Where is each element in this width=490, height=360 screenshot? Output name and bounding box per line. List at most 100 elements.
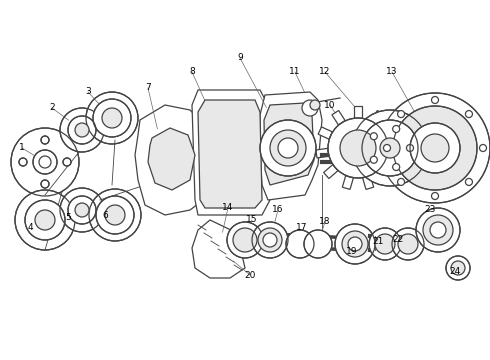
Text: 23: 23 <box>424 206 436 215</box>
Circle shape <box>423 215 453 245</box>
Circle shape <box>432 96 439 104</box>
Circle shape <box>392 163 400 171</box>
Circle shape <box>11 128 79 196</box>
Circle shape <box>380 138 400 158</box>
Circle shape <box>260 120 316 176</box>
Polygon shape <box>371 111 384 125</box>
Text: 14: 14 <box>222 203 234 212</box>
Circle shape <box>397 111 405 118</box>
Circle shape <box>304 230 332 258</box>
Circle shape <box>286 230 314 258</box>
Polygon shape <box>148 128 195 190</box>
Circle shape <box>407 144 414 152</box>
Circle shape <box>384 144 391 152</box>
Circle shape <box>75 123 89 137</box>
Circle shape <box>89 189 141 241</box>
Text: 15: 15 <box>246 216 258 225</box>
Circle shape <box>15 190 75 250</box>
Circle shape <box>39 156 51 168</box>
Text: 2: 2 <box>49 104 55 112</box>
Text: 9: 9 <box>237 54 243 63</box>
Circle shape <box>270 130 306 166</box>
Circle shape <box>375 234 395 254</box>
Circle shape <box>60 188 104 232</box>
Polygon shape <box>192 90 270 215</box>
Text: 24: 24 <box>449 267 461 276</box>
Circle shape <box>416 208 460 252</box>
Circle shape <box>102 108 122 128</box>
Text: 4: 4 <box>27 224 33 233</box>
Circle shape <box>68 196 96 224</box>
Circle shape <box>466 111 472 118</box>
Text: 6: 6 <box>102 211 108 220</box>
Text: 8: 8 <box>189 68 195 77</box>
Text: 19: 19 <box>346 248 358 256</box>
Circle shape <box>370 133 377 140</box>
Text: 20: 20 <box>245 270 256 279</box>
Circle shape <box>393 106 477 190</box>
Circle shape <box>362 120 418 176</box>
Polygon shape <box>318 127 332 139</box>
Circle shape <box>466 179 472 185</box>
Polygon shape <box>323 165 338 179</box>
Circle shape <box>60 108 104 152</box>
Polygon shape <box>343 176 353 189</box>
Text: 21: 21 <box>372 238 384 247</box>
Text: 7: 7 <box>145 84 151 93</box>
Circle shape <box>68 116 96 144</box>
Polygon shape <box>316 148 329 158</box>
Circle shape <box>86 92 138 144</box>
Circle shape <box>19 158 27 166</box>
Circle shape <box>302 100 318 116</box>
Circle shape <box>348 237 362 251</box>
Circle shape <box>258 228 282 252</box>
Circle shape <box>430 222 446 238</box>
Circle shape <box>75 203 89 217</box>
Circle shape <box>342 231 368 257</box>
Circle shape <box>421 134 449 162</box>
Text: 13: 13 <box>386 68 398 77</box>
Polygon shape <box>384 127 398 139</box>
Polygon shape <box>260 92 322 200</box>
Circle shape <box>233 228 257 252</box>
Polygon shape <box>354 106 362 118</box>
Text: 18: 18 <box>319 217 331 226</box>
Circle shape <box>370 156 377 163</box>
Text: 3: 3 <box>85 87 91 96</box>
Circle shape <box>93 99 131 137</box>
Text: 16: 16 <box>272 206 284 215</box>
Circle shape <box>380 93 490 203</box>
Circle shape <box>410 123 460 173</box>
Circle shape <box>105 205 125 225</box>
Polygon shape <box>264 103 314 185</box>
Circle shape <box>25 200 65 240</box>
Circle shape <box>328 118 388 178</box>
Text: 10: 10 <box>324 100 336 109</box>
Text: 17: 17 <box>296 224 308 233</box>
Circle shape <box>35 210 55 230</box>
Text: 22: 22 <box>392 235 404 244</box>
Polygon shape <box>135 105 215 215</box>
Circle shape <box>41 180 49 188</box>
Circle shape <box>41 136 49 144</box>
Circle shape <box>432 193 439 199</box>
Circle shape <box>263 233 277 247</box>
Polygon shape <box>192 220 245 278</box>
Polygon shape <box>198 100 262 208</box>
Polygon shape <box>387 148 400 158</box>
Circle shape <box>227 222 263 258</box>
Text: 11: 11 <box>289 68 301 77</box>
Polygon shape <box>332 111 345 125</box>
Circle shape <box>252 222 288 258</box>
Circle shape <box>96 196 134 234</box>
Circle shape <box>310 100 320 110</box>
Text: 5: 5 <box>65 213 71 222</box>
Text: 1: 1 <box>19 144 25 153</box>
Circle shape <box>397 179 405 185</box>
Polygon shape <box>378 165 392 179</box>
Circle shape <box>392 126 400 132</box>
Circle shape <box>340 130 376 166</box>
Circle shape <box>398 234 418 254</box>
Text: 12: 12 <box>319 68 331 77</box>
Circle shape <box>278 138 298 158</box>
